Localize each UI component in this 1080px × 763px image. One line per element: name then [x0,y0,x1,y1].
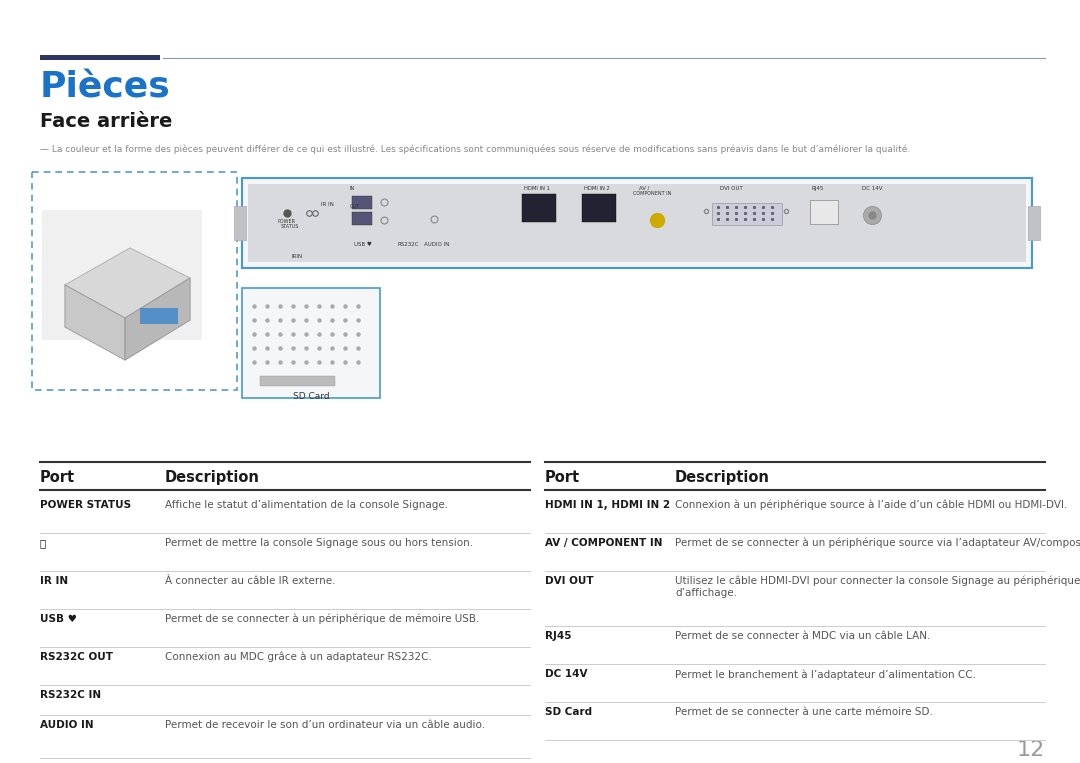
Text: ⏻: ⏻ [40,538,46,548]
Text: HDMI IN 1: HDMI IN 1 [524,186,550,191]
Text: POWER STATUS: POWER STATUS [40,500,131,510]
Text: Permet de se connecter à MDC via un câble LAN.: Permet de se connecter à MDC via un câbl… [675,631,930,641]
Text: Permet de se connecter à une carte mémoire SD.: Permet de se connecter à une carte mémoi… [675,707,933,717]
Text: Connexion à un périphérique source à l’aide d’un câble HDMI ou HDMI-DVI.: Connexion à un périphérique source à l’a… [675,500,1067,510]
Text: OUT: OUT [350,204,361,209]
Bar [810,200,838,224]
Text: RS232C OUT: RS232C OUT [40,652,113,662]
Text: HDMI IN 1, HDMI IN 2: HDMI IN 1, HDMI IN 2 [545,500,670,510]
Text: 12: 12 [1016,740,1045,760]
Text: AV /: AV / [639,186,649,191]
Bar [522,194,556,222]
Text: IRIN: IRIN [292,254,303,259]
Bar [1028,206,1040,240]
Polygon shape [65,248,190,318]
Bar [140,308,178,324]
Text: USB ♥: USB ♥ [354,242,372,247]
Bar [42,210,202,340]
Text: Description: Description [165,470,260,485]
Text: IR IN: IR IN [321,202,334,207]
Bar [712,203,782,225]
Bar [32,172,237,390]
Text: HDMI IN 2: HDMI IN 2 [584,186,610,191]
Text: AUDIO IN: AUDIO IN [40,720,94,730]
Text: Pièces: Pièces [40,70,171,104]
Text: Description: Description [675,470,770,485]
Polygon shape [65,285,125,360]
Text: Affiche le statut d’alimentation de la console Signage.: Affiche le statut d’alimentation de la c… [165,500,448,510]
Text: AV / COMPONENT IN: AV / COMPONENT IN [545,538,662,548]
Text: Permet de recevoir le son d’un ordinateur via un câble audio.: Permet de recevoir le son d’un ordinateu… [165,720,485,730]
Bar [234,206,246,240]
Text: Permet de mettre la console Signage sous ou hors tension.: Permet de mettre la console Signage sous… [165,538,473,548]
Text: Permet le branchement à l’adaptateur d’alimentation CC.: Permet le branchement à l’adaptateur d’a… [675,669,976,680]
Bar [352,212,372,225]
Text: Port: Port [40,470,76,485]
Text: DVI OUT: DVI OUT [545,576,594,586]
Text: RS232C: RS232C [399,242,419,247]
Text: À connecter au câble IR externe.: À connecter au câble IR externe. [165,576,336,586]
Text: Connexion au MDC grâce à un adaptateur RS232C.: Connexion au MDC grâce à un adaptateur R… [165,652,432,662]
Text: — La couleur et la forme des pièces peuvent différer de ce qui est illustré. Les: — La couleur et la forme des pièces peuv… [40,145,910,154]
Text: DC 14V: DC 14V [862,186,882,191]
Text: DC 14V: DC 14V [545,669,588,679]
Polygon shape [125,278,190,360]
Text: Face arrière: Face arrière [40,112,173,131]
Bar [352,196,372,209]
Text: POWER: POWER [276,219,295,224]
Bar [40,55,160,60]
Text: Permet de se connecter à un périphérique source via l’adaptateur AV/composant.: Permet de se connecter à un périphérique… [675,538,1080,549]
Text: Port: Port [545,470,580,485]
Text: SD Card: SD Card [545,707,592,717]
Bar [242,178,1032,268]
Text: RJ45: RJ45 [545,631,571,641]
Text: USB ♥: USB ♥ [40,614,77,624]
Text: COMPONENT IN: COMPONENT IN [633,191,672,196]
Text: IR IN: IR IN [40,576,68,586]
Bar [242,288,380,398]
Text: Utilisez le câble HDMI-DVI pour connecter la console Signage au périphérique
d’a: Utilisez le câble HDMI-DVI pour connecte… [675,576,1080,598]
Text: RJ45: RJ45 [812,186,824,191]
Bar [248,184,1026,262]
Bar [582,194,616,222]
Bar [260,376,335,386]
Text: AUDIO IN: AUDIO IN [424,242,449,247]
Text: DVI OUT: DVI OUT [720,186,743,191]
Text: RS232C IN: RS232C IN [40,690,102,700]
Text: STATUS: STATUS [281,224,299,229]
Text: IN: IN [350,186,355,191]
Text: Permet de se connecter à un périphérique de mémoire USB.: Permet de se connecter à un périphérique… [165,614,480,624]
Text: SD Card: SD Card [293,392,329,401]
